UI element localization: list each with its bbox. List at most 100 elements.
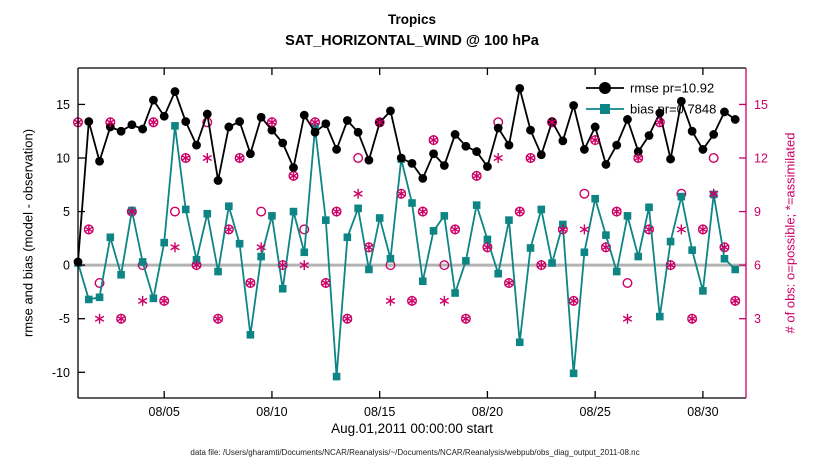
rmse-marker bbox=[558, 136, 568, 146]
possible-obs-marker bbox=[94, 278, 105, 289]
assimilated-obs-marker bbox=[288, 170, 299, 181]
rmse-marker bbox=[149, 95, 158, 105]
bias-marker bbox=[720, 254, 729, 263]
possible-obs-marker bbox=[256, 206, 267, 217]
bias-marker bbox=[688, 246, 696, 254]
possible-obs-marker bbox=[169, 206, 180, 217]
bias-marker bbox=[257, 252, 265, 261]
assimilated-obs-marker bbox=[116, 313, 126, 324]
rmse-marker bbox=[353, 127, 363, 137]
assimilated-obs-marker bbox=[665, 260, 676, 271]
bias-marker bbox=[386, 254, 395, 263]
bias-marker bbox=[634, 252, 643, 261]
bias-marker bbox=[365, 265, 373, 274]
assimilated-obs-marker bbox=[698, 224, 708, 235]
bias-marker bbox=[418, 277, 427, 286]
rmse-marker bbox=[569, 101, 579, 110]
rmse-marker bbox=[536, 150, 546, 160]
assimilated-obs-marker bbox=[181, 153, 191, 163]
possible-obs-marker bbox=[299, 224, 310, 235]
assimilated-obs-marker bbox=[515, 206, 525, 217]
bias-marker bbox=[462, 257, 470, 265]
assimilated-obs-marker bbox=[644, 224, 654, 235]
bias-marker bbox=[171, 122, 179, 130]
possible-obs-marker bbox=[439, 260, 450, 271]
assimilated-obs-marker bbox=[558, 224, 568, 235]
rmse-marker bbox=[439, 161, 449, 170]
rmse-marker bbox=[483, 162, 492, 171]
bias-marker bbox=[268, 212, 276, 220]
bias-marker bbox=[343, 233, 352, 242]
bias-line bbox=[77, 125, 736, 377]
assimilated-obs-marker bbox=[504, 278, 514, 288]
bias-marker bbox=[332, 372, 341, 381]
right-tick-label: 15 bbox=[754, 98, 768, 112]
legend-bias-marker bbox=[600, 104, 610, 114]
assimilated-obs-marker bbox=[364, 242, 374, 253]
assimilated-obs-marker bbox=[612, 206, 622, 217]
rmse-marker bbox=[633, 147, 643, 156]
rmse-marker bbox=[202, 109, 212, 119]
legend-label: rmse pr=10.92 bbox=[630, 81, 714, 96]
assimilated-obs-marker bbox=[310, 117, 320, 128]
rmse-marker bbox=[321, 119, 331, 129]
rmse-marker bbox=[396, 153, 406, 163]
bias-marker bbox=[429, 227, 438, 235]
left-tick-label: -5 bbox=[59, 312, 70, 326]
rmse-marker bbox=[720, 107, 729, 117]
rmse-marker bbox=[623, 115, 632, 124]
bias-marker bbox=[375, 214, 384, 222]
assimilated-obs-marker bbox=[353, 188, 363, 199]
assimilated-obs-marker bbox=[396, 188, 406, 199]
rmse-marker bbox=[267, 125, 277, 135]
bias-marker bbox=[537, 205, 546, 214]
left-tick-label: 15 bbox=[56, 98, 70, 112]
assimilated-obs-marker bbox=[224, 224, 234, 235]
rmse-marker bbox=[450, 130, 460, 139]
assimilated-obs-marker bbox=[676, 224, 687, 235]
rmse-marker bbox=[245, 149, 255, 159]
bias-marker bbox=[354, 204, 362, 213]
rmse-series bbox=[73, 83, 740, 267]
assimilated-obs-marker bbox=[536, 260, 546, 271]
assimilated-obs-marker bbox=[547, 117, 557, 128]
bias-marker bbox=[731, 265, 740, 274]
assimilated-obs-marker bbox=[579, 224, 590, 235]
rmse-marker bbox=[709, 130, 719, 139]
rmse-marker bbox=[310, 127, 320, 137]
assimilated-obs-marker bbox=[331, 206, 342, 217]
rmse-marker bbox=[676, 96, 686, 106]
bias-marker bbox=[149, 294, 158, 303]
rmse-marker bbox=[504, 140, 514, 150]
legend-rmse-marker bbox=[599, 82, 611, 94]
assimilated-obs-marker bbox=[191, 260, 202, 271]
bias-marker bbox=[451, 289, 459, 297]
bias-marker bbox=[225, 202, 233, 211]
data-file-caption: data file: /Users/gharamti/Documents/NCA… bbox=[190, 448, 640, 457]
left-tick-label: 0 bbox=[63, 259, 70, 273]
rmse-marker bbox=[644, 131, 654, 140]
bias-marker bbox=[138, 258, 147, 266]
rmse-marker bbox=[526, 125, 535, 135]
bias-marker bbox=[235, 239, 244, 248]
bias-marker bbox=[289, 207, 298, 216]
rmse-marker bbox=[278, 138, 288, 148]
right-tick-label: 3 bbox=[754, 312, 761, 326]
assimilated-obs-marker bbox=[267, 117, 277, 128]
rmse-marker bbox=[461, 141, 471, 151]
rmse-marker bbox=[429, 149, 438, 159]
rmse-marker bbox=[192, 140, 201, 150]
x-tick-label: 08/30 bbox=[687, 405, 718, 419]
assimilated-obs-marker bbox=[418, 206, 428, 217]
rmse-marker bbox=[138, 124, 148, 134]
rmse-marker bbox=[364, 155, 374, 165]
rmse-marker bbox=[579, 145, 589, 154]
x-tick-label: 08/15 bbox=[364, 405, 395, 419]
bias-marker bbox=[666, 237, 675, 246]
assimilated-obs-marker bbox=[159, 295, 169, 306]
assimilated-obs-marker bbox=[590, 135, 600, 146]
assimilated-obs-marker bbox=[622, 313, 633, 324]
assimilated-obs-marker bbox=[428, 135, 439, 146]
bias-marker bbox=[95, 293, 104, 302]
